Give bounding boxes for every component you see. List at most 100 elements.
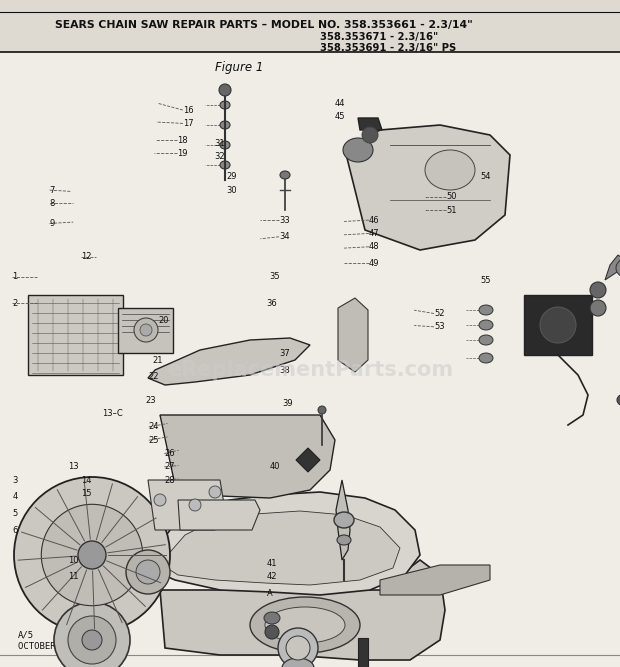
Ellipse shape xyxy=(219,84,231,96)
Text: 33: 33 xyxy=(279,215,290,225)
Polygon shape xyxy=(358,118,382,130)
Ellipse shape xyxy=(362,127,378,143)
Text: A: A xyxy=(267,589,272,598)
Text: OCTOBER  1983: OCTOBER 1983 xyxy=(18,642,88,651)
Polygon shape xyxy=(160,560,445,660)
Ellipse shape xyxy=(425,150,475,190)
Ellipse shape xyxy=(126,550,170,594)
Ellipse shape xyxy=(479,353,493,363)
Text: 10: 10 xyxy=(68,556,79,565)
Ellipse shape xyxy=(343,138,373,162)
Text: 14: 14 xyxy=(81,476,91,485)
Text: 46: 46 xyxy=(369,215,379,225)
Text: 13–C: 13–C xyxy=(102,409,123,418)
Ellipse shape xyxy=(209,486,221,498)
Polygon shape xyxy=(338,298,368,372)
Polygon shape xyxy=(380,565,490,595)
Ellipse shape xyxy=(78,541,106,569)
Ellipse shape xyxy=(318,406,326,414)
Polygon shape xyxy=(358,638,368,667)
Text: 54: 54 xyxy=(480,172,491,181)
Text: 23: 23 xyxy=(146,396,156,405)
Ellipse shape xyxy=(42,504,143,606)
Ellipse shape xyxy=(278,628,318,667)
Text: 13: 13 xyxy=(68,462,79,472)
Text: 44: 44 xyxy=(335,99,345,108)
Ellipse shape xyxy=(280,171,290,179)
Text: 45: 45 xyxy=(335,112,345,121)
Text: 52: 52 xyxy=(434,309,445,318)
Text: 39: 39 xyxy=(282,399,293,408)
Text: 358.353671 - 2.3/16": 358.353671 - 2.3/16" xyxy=(320,32,438,42)
Ellipse shape xyxy=(14,477,170,633)
Text: 20: 20 xyxy=(158,315,169,325)
Text: 38: 38 xyxy=(279,366,290,375)
Ellipse shape xyxy=(286,636,310,660)
Text: 30: 30 xyxy=(226,185,237,195)
Ellipse shape xyxy=(220,141,230,149)
Text: 17: 17 xyxy=(183,119,193,128)
Text: 29: 29 xyxy=(226,172,237,181)
Bar xyxy=(28,295,123,375)
Ellipse shape xyxy=(616,258,620,278)
Text: 5: 5 xyxy=(12,509,17,518)
Ellipse shape xyxy=(479,335,493,345)
Text: 31: 31 xyxy=(214,139,224,148)
Text: 1: 1 xyxy=(12,272,17,281)
Ellipse shape xyxy=(590,300,606,316)
Polygon shape xyxy=(160,415,335,498)
Text: SEARS CHAIN SAW REPAIR PARTS – MODEL NO. 358.353661 - 2.3/14": SEARS CHAIN SAW REPAIR PARTS – MODEL NO.… xyxy=(55,20,472,30)
Ellipse shape xyxy=(220,161,230,169)
Text: Figure 1: Figure 1 xyxy=(215,61,264,75)
Ellipse shape xyxy=(479,320,493,330)
Text: 35: 35 xyxy=(270,272,280,281)
Text: 40: 40 xyxy=(270,462,280,472)
Text: 49: 49 xyxy=(369,259,379,268)
Text: 50: 50 xyxy=(446,192,457,201)
Bar xyxy=(118,308,173,353)
Ellipse shape xyxy=(264,612,280,624)
Ellipse shape xyxy=(265,607,345,643)
Text: 16: 16 xyxy=(183,105,193,115)
Text: 43: 43 xyxy=(295,645,315,659)
Text: 4: 4 xyxy=(12,492,17,502)
Ellipse shape xyxy=(540,307,576,343)
Text: 19: 19 xyxy=(177,149,187,158)
Polygon shape xyxy=(296,448,320,472)
Text: 34: 34 xyxy=(279,232,290,241)
Ellipse shape xyxy=(154,494,166,506)
Ellipse shape xyxy=(140,324,152,336)
Text: 26: 26 xyxy=(164,449,175,458)
Text: 42: 42 xyxy=(267,572,277,582)
Text: 28: 28 xyxy=(164,476,175,485)
Text: 36: 36 xyxy=(267,299,277,308)
Text: 3: 3 xyxy=(12,476,18,485)
Polygon shape xyxy=(162,511,400,585)
Text: 25: 25 xyxy=(149,436,159,445)
Text: 55: 55 xyxy=(480,275,491,285)
Ellipse shape xyxy=(590,282,606,298)
Bar xyxy=(524,295,592,355)
Text: 11: 11 xyxy=(68,572,79,582)
Text: 32: 32 xyxy=(214,152,224,161)
Ellipse shape xyxy=(189,499,201,511)
Polygon shape xyxy=(148,492,420,595)
Text: 2: 2 xyxy=(12,299,17,308)
Ellipse shape xyxy=(337,535,351,545)
Ellipse shape xyxy=(220,121,230,129)
Ellipse shape xyxy=(134,318,158,342)
Text: 6: 6 xyxy=(12,526,18,535)
Polygon shape xyxy=(178,500,260,530)
Text: 9: 9 xyxy=(50,219,55,228)
Text: 48: 48 xyxy=(369,242,379,251)
Ellipse shape xyxy=(68,616,116,664)
Polygon shape xyxy=(148,338,310,385)
Ellipse shape xyxy=(250,597,360,653)
Polygon shape xyxy=(336,480,350,560)
Ellipse shape xyxy=(220,101,230,109)
Text: 358.353691 - 2.3/16" PS: 358.353691 - 2.3/16" PS xyxy=(320,43,456,53)
Ellipse shape xyxy=(479,305,493,315)
Text: 53: 53 xyxy=(434,322,445,331)
Text: 37: 37 xyxy=(279,349,290,358)
Ellipse shape xyxy=(136,560,160,584)
